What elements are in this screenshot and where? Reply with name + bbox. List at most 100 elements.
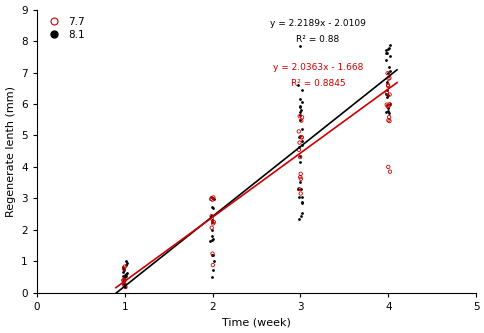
Point bbox=[208, 227, 215, 232]
Point bbox=[385, 69, 393, 74]
Point bbox=[385, 75, 393, 81]
Point bbox=[381, 50, 389, 56]
Point bbox=[210, 219, 217, 225]
Point bbox=[209, 205, 216, 210]
Point bbox=[296, 154, 303, 159]
Point bbox=[382, 103, 390, 108]
Point bbox=[296, 171, 304, 176]
Point bbox=[384, 118, 392, 123]
Point bbox=[121, 274, 128, 279]
Point bbox=[295, 194, 302, 200]
Point bbox=[209, 221, 216, 226]
Point bbox=[297, 135, 305, 140]
Point bbox=[384, 109, 392, 114]
Point bbox=[209, 262, 216, 268]
Point bbox=[384, 110, 392, 115]
Point bbox=[120, 277, 128, 282]
Point bbox=[120, 277, 127, 283]
Point bbox=[208, 219, 215, 224]
Point bbox=[295, 180, 303, 185]
Point bbox=[207, 213, 215, 219]
Point bbox=[298, 115, 305, 120]
Point bbox=[296, 103, 303, 108]
Point bbox=[384, 76, 392, 81]
Point bbox=[207, 194, 214, 199]
Point bbox=[208, 204, 215, 210]
Text: R² = 0.8845: R² = 0.8845 bbox=[290, 79, 345, 88]
Point bbox=[295, 113, 303, 118]
Point bbox=[383, 83, 391, 89]
Point bbox=[384, 47, 392, 52]
Point bbox=[385, 102, 393, 107]
Point bbox=[208, 233, 216, 238]
Text: y = 2.0363x - 1.668: y = 2.0363x - 1.668 bbox=[272, 63, 363, 72]
Point bbox=[296, 96, 303, 102]
Point bbox=[120, 266, 128, 271]
Point bbox=[122, 262, 130, 268]
Point bbox=[295, 117, 303, 122]
Point bbox=[296, 176, 304, 181]
Point bbox=[297, 194, 305, 200]
Point bbox=[209, 236, 217, 242]
Point bbox=[297, 99, 305, 105]
Point bbox=[296, 174, 303, 180]
Point bbox=[119, 270, 126, 275]
Point bbox=[382, 102, 390, 107]
Point bbox=[294, 144, 302, 150]
X-axis label: Time (week): Time (week) bbox=[222, 317, 290, 327]
Point bbox=[382, 79, 390, 84]
Point bbox=[296, 110, 303, 115]
Point bbox=[297, 143, 305, 148]
Point bbox=[385, 102, 393, 107]
Point bbox=[209, 195, 217, 200]
Point bbox=[121, 282, 129, 287]
Point bbox=[381, 48, 389, 53]
Point bbox=[120, 281, 128, 287]
Point bbox=[298, 199, 305, 205]
Point bbox=[385, 92, 393, 97]
Point bbox=[297, 127, 305, 132]
Point bbox=[385, 42, 393, 47]
Point bbox=[383, 70, 391, 75]
Point bbox=[381, 57, 389, 63]
Point bbox=[119, 274, 126, 279]
Point bbox=[382, 88, 390, 93]
Point bbox=[208, 251, 216, 256]
Point bbox=[119, 280, 126, 285]
Point bbox=[382, 94, 390, 99]
Point bbox=[120, 278, 128, 283]
Point bbox=[295, 104, 303, 109]
Y-axis label: Regenerate lenth (mm): Regenerate lenth (mm) bbox=[5, 86, 15, 217]
Point bbox=[383, 51, 391, 56]
Point bbox=[384, 115, 392, 120]
Point bbox=[383, 106, 391, 111]
Point bbox=[121, 284, 128, 290]
Point bbox=[385, 46, 393, 51]
Point bbox=[120, 267, 127, 273]
Point bbox=[209, 196, 217, 201]
Point bbox=[207, 196, 214, 201]
Point bbox=[208, 237, 216, 243]
Point bbox=[121, 271, 129, 277]
Point bbox=[209, 252, 217, 257]
Point bbox=[296, 43, 303, 48]
Point bbox=[382, 92, 390, 97]
Point bbox=[294, 147, 302, 153]
Point bbox=[208, 218, 215, 223]
Point bbox=[121, 272, 128, 277]
Point bbox=[120, 277, 127, 282]
Point bbox=[294, 217, 302, 222]
Point bbox=[294, 83, 302, 88]
Point bbox=[298, 200, 305, 205]
Point bbox=[385, 119, 393, 124]
Point bbox=[296, 191, 304, 196]
Point bbox=[122, 260, 130, 265]
Point bbox=[121, 279, 128, 284]
Point bbox=[298, 138, 305, 144]
Point bbox=[297, 118, 304, 123]
Point bbox=[295, 140, 303, 145]
Point bbox=[385, 169, 393, 174]
Point bbox=[297, 210, 305, 215]
Point bbox=[297, 108, 304, 113]
Point bbox=[208, 268, 216, 273]
